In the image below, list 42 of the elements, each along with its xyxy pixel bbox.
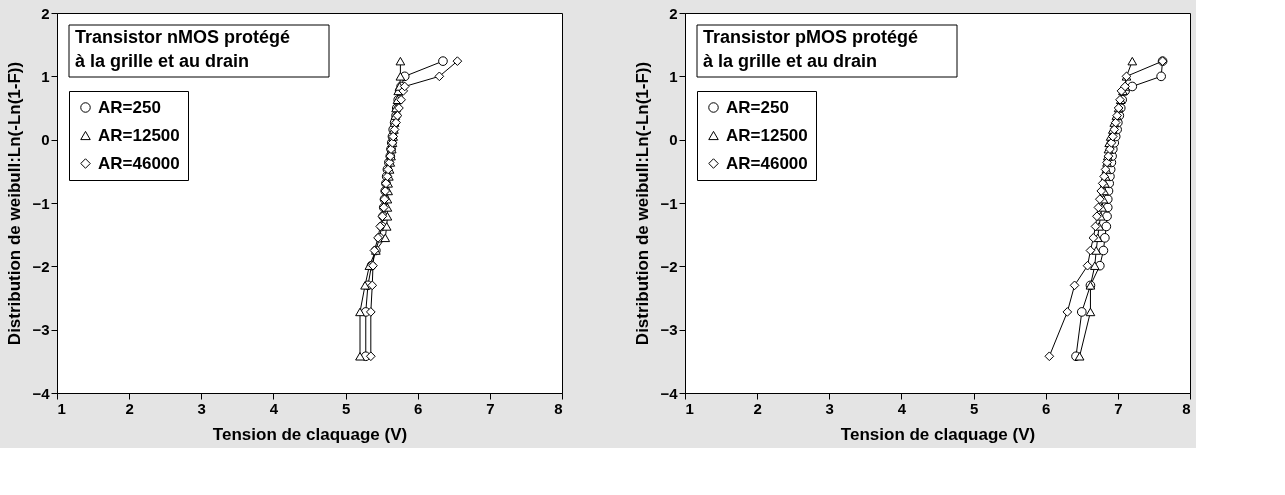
y-tick-label: 1 (41, 67, 50, 85)
legend-label: AR=250 (98, 97, 161, 117)
x-tick-label: 4 (269, 399, 279, 417)
x-tick-label: 2 (753, 399, 762, 417)
x-tick-label: 8 (554, 399, 563, 417)
y-tick-label: 1 (669, 67, 678, 85)
x-tick-label: 7 (1114, 399, 1123, 417)
y-tick-label: −4 (660, 384, 679, 402)
y-tick-label: −3 (32, 321, 50, 339)
legend-label: AR=46000 (726, 153, 808, 173)
x-axis-title: Tension de claquage (V) (212, 424, 408, 444)
text: Transistor nMOS protégé à la grille et au drain (75, 27, 291, 71)
x-tick-label: 6 (1042, 399, 1051, 417)
x-tick-label: 3 (825, 399, 834, 417)
text: Transistor pMOS protégé à la grille et au drain (703, 27, 919, 71)
legend-label: AR=12500 (726, 125, 808, 145)
y-axis-title: Distribution de weibull:Ln(-Ln(1-F)) (633, 61, 653, 346)
x-tick-label: 2 (125, 399, 134, 417)
y-tick-label: 0 (41, 131, 50, 149)
y-tick-label: −2 (32, 257, 50, 275)
legend-label: AR=250 (726, 97, 789, 117)
x-tick-label: 1 (685, 399, 694, 417)
x-tick-label: 5 (969, 399, 979, 417)
y-tick-label: −2 (660, 257, 678, 275)
y-tick-label: 0 (669, 131, 678, 149)
y-tick-label: −3 (660, 321, 678, 339)
x-tick-label: 1 (57, 399, 66, 417)
x-tick-label: 4 (897, 399, 907, 417)
legend-label: AR=12500 (98, 125, 180, 145)
x-axis-title: Tension de claquage (V) (840, 424, 1036, 444)
y-tick-label: 2 (669, 4, 678, 22)
y-axis-title: Distribution de weibull:Ln(-Ln(1-F)) (5, 61, 25, 346)
y-tick-label: 2 (41, 4, 50, 22)
y-tick-label: −1 (660, 194, 678, 212)
legend-label: AR=46000 (98, 153, 180, 173)
y-tick-label: −1 (32, 194, 50, 212)
x-tick-label: 6 (414, 399, 423, 417)
x-tick-label: 8 (1182, 399, 1191, 417)
x-tick-label: 3 (197, 399, 206, 417)
y-tick-label: −4 (32, 384, 51, 402)
x-tick-label: 7 (486, 399, 495, 417)
x-tick-label: 5 (341, 399, 351, 417)
